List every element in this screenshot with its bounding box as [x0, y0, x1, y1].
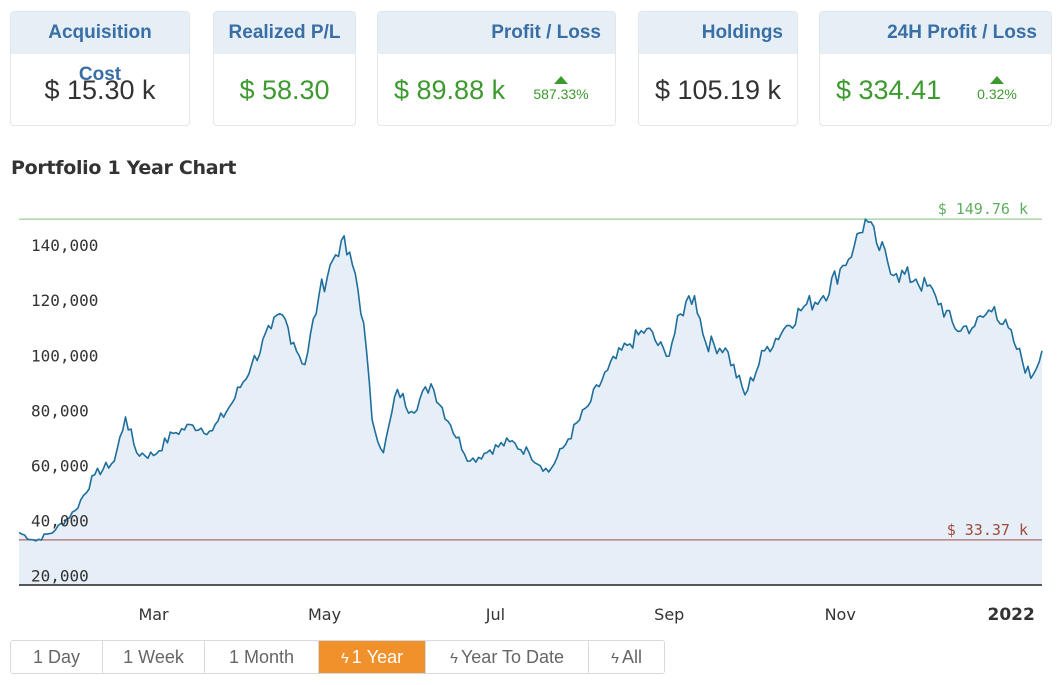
- bolt-icon: ϟ: [611, 650, 619, 667]
- stat-label: 24H Profit / Loss: [820, 12, 1051, 54]
- stat-card-holdings: Holdings $ 105.19 k: [638, 11, 798, 126]
- stat-value: $ 15.30 k: [44, 75, 156, 105]
- range-button-label: All: [621, 647, 642, 667]
- portfolio-chart[interactable]: $ 149.76 k $ 33.37 k 20,000 40,000 60,000 80,…: [0, 195, 1062, 635]
- stat-label: Holdings: [639, 12, 797, 54]
- x-tick-label: Nov: [825, 605, 856, 624]
- change-percent: 587.33%: [533, 86, 589, 102]
- range-button-1-week[interactable]: 1 Week: [103, 641, 205, 673]
- stat-card-profit-loss: Profit / Loss $ 89.88 k 587.33%: [377, 11, 616, 126]
- range-button-label: Year To Date: [460, 647, 565, 667]
- max-label: $ 149.76 k: [938, 200, 1028, 218]
- y-tick-label: 40,000: [31, 512, 89, 531]
- chart-title: Portfolio 1 Year Chart: [11, 157, 237, 179]
- stat-card-realized-pl: Realized P/L $ 58.30: [213, 11, 356, 126]
- x-tick-label: May: [308, 605, 341, 624]
- min-label: $ 33.37 k: [947, 521, 1028, 539]
- x-tick-label: Mar: [138, 605, 169, 624]
- y-tick-label: 20,000: [31, 567, 89, 586]
- arrow-up-icon: [554, 76, 568, 84]
- bolt-icon: ϟ: [340, 650, 349, 667]
- y-tick-label: 100,000: [31, 346, 98, 365]
- stat-label: Acquisition Cost: [11, 12, 189, 85]
- stat-value: $ 105.19 k: [654, 75, 782, 105]
- series-area: [19, 219, 1042, 585]
- stat-label: Realized P/L: [214, 12, 355, 54]
- y-tick-label: 60,000: [31, 457, 89, 476]
- y-tick-label: 120,000: [31, 291, 98, 310]
- stat-label: Profit / Loss: [378, 12, 615, 54]
- series-line: [18, 218, 1043, 542]
- stat-value: $ 334.41: [836, 75, 942, 105]
- range-button-all[interactable]: ϟ All: [589, 641, 664, 673]
- stat-card-24h-profit-loss: 24H Profit / Loss $ 334.41 0.32%: [819, 11, 1052, 126]
- range-button-label: 1 Year: [351, 647, 404, 667]
- y-tick-label: 140,000: [31, 236, 98, 255]
- change-percent: 0.32%: [977, 86, 1017, 102]
- stat-value: $ 58.30: [239, 75, 330, 105]
- stat-card-acquisition-cost: Acquisition Cost $ 15.30 k: [10, 11, 190, 126]
- x-tick-label: 2022: [988, 605, 1035, 625]
- x-tick-label: Sep: [654, 605, 684, 624]
- range-button-label: 1 Week: [123, 647, 184, 667]
- bolt-icon: ϟ: [449, 650, 458, 667]
- change-indicator: 0.32%: [957, 76, 1037, 102]
- stat-value: $ 89.88 k: [394, 75, 506, 105]
- range-button-label: 1 Month: [228, 647, 295, 667]
- arrow-up-icon: [990, 76, 1004, 84]
- range-button-label: 1 Day: [32, 647, 81, 667]
- range-button-1-month[interactable]: 1 Month: [205, 641, 319, 673]
- range-button-year-to-date[interactable]: ϟ Year To Date: [426, 641, 589, 673]
- y-tick-label: 80,000: [31, 401, 89, 420]
- x-tick-label: Jul: [485, 605, 505, 624]
- range-button-1-day[interactable]: 1 Day: [11, 641, 103, 673]
- change-indicator: 587.33%: [521, 76, 601, 102]
